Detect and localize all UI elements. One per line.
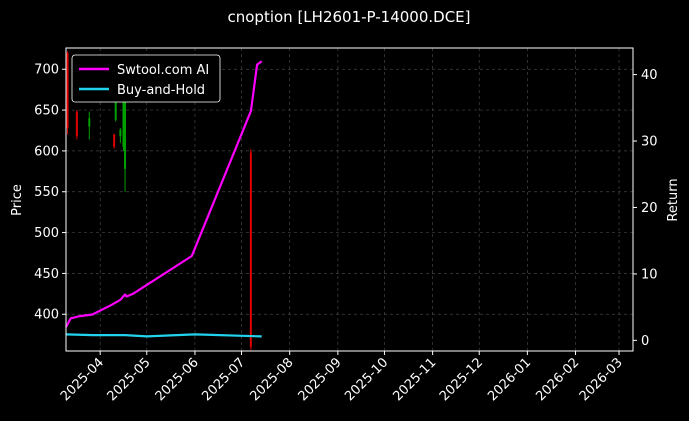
y-right-tick-label: 0 (641, 334, 649, 349)
series-line-strategy (65, 60, 263, 328)
legend-label-strategy: Swtool.com AI (117, 63, 209, 78)
plot-frame (65, 47, 634, 352)
y-left-tick-label: 450 (34, 267, 59, 282)
y-right-tick-label: 30 (641, 135, 658, 150)
legend-label-benchmark: Buy-and-Hold (117, 83, 205, 98)
candle-body (114, 101, 117, 120)
y-axis-right-label: Return (666, 178, 681, 221)
candle-body (122, 93, 125, 147)
candle-body (75, 111, 78, 137)
legend: Swtool.com AI Buy-and-Hold (71, 54, 221, 103)
y-left-tick-label: 400 (34, 308, 59, 323)
candle-body (249, 152, 252, 347)
y-left-tick-label: 600 (34, 144, 59, 159)
y-axis-left: 400 450 500 550 600 650 700 (34, 63, 66, 323)
y-right-tick-label: 10 (641, 267, 658, 282)
y-left-tick-label: 500 (34, 226, 59, 241)
y-left-tick-label: 550 (34, 185, 59, 200)
candle-body (113, 134, 116, 147)
candle-body (119, 129, 122, 137)
candle-body (66, 52, 69, 129)
y-left-tick-label: 650 (34, 104, 59, 119)
y-right-tick-label: 20 (641, 201, 658, 216)
chart-title: cnoption [LH2601-P-14000.DCE] (228, 8, 471, 26)
candle-body (88, 118, 91, 127)
y-left-tick-label: 700 (34, 63, 59, 78)
y-right-tick-label: 40 (641, 68, 658, 83)
series-lines (65, 60, 263, 338)
candle-body (124, 92, 127, 169)
y-axis-left-label: Price (10, 184, 25, 216)
series-line-benchmark (65, 333, 262, 338)
y-axis-right: 0 10 20 30 40 (633, 68, 658, 349)
